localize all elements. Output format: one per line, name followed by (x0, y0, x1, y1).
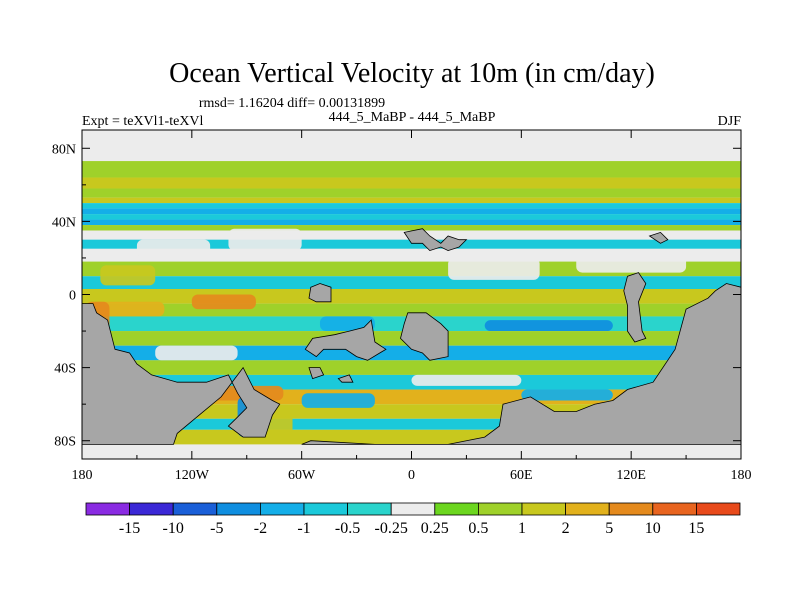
colorbar-label: 0.25 (421, 520, 449, 537)
y-tick-label: 40S (54, 362, 76, 377)
zonal-band (82, 345, 741, 361)
colorbar-label: -1 (297, 520, 310, 537)
land-polygon (308, 367, 325, 380)
season-label: DJF (718, 114, 742, 129)
zonal-band (82, 188, 741, 198)
velocity-feature (100, 265, 156, 286)
experiment-label: Expt = teXVl1-teXVl (82, 114, 204, 129)
land-polygon (308, 283, 332, 303)
colorbar-label: 5 (605, 520, 613, 537)
colorbar-swatch (129, 502, 174, 516)
colorbar-swatch (696, 502, 741, 516)
y-tick-label: 80N (52, 142, 76, 157)
colorbar-label: 0.5 (468, 520, 488, 537)
velocity-feature (228, 228, 302, 251)
zonal-band (82, 239, 741, 249)
zonal-band (82, 177, 741, 189)
colorbar-swatch (216, 502, 261, 516)
colorbar-swatch (434, 502, 479, 516)
velocity-feature (91, 301, 165, 317)
land-polygon (304, 319, 387, 361)
land-polygon (82, 303, 281, 445)
land-polygon (400, 312, 449, 361)
velocity-field (82, 130, 741, 459)
velocity-feature (448, 257, 540, 280)
zonal-band (82, 203, 741, 209)
colorbar-swatch (652, 502, 697, 516)
x-tick-label: 120W (175, 468, 210, 483)
velocity-feature (411, 374, 522, 386)
colorbar-swatch (565, 502, 610, 516)
x-tick-label: 0 (408, 468, 415, 483)
chart-title: Ocean Vertical Velocity at 10m (in cm/da… (169, 58, 655, 89)
velocity-feature (484, 320, 613, 332)
colorbar-label: 10 (645, 520, 661, 537)
contour-plot-area (81, 129, 742, 460)
zonal-band (82, 276, 741, 290)
colorbar-swatch (347, 502, 392, 516)
velocity-feature (319, 316, 375, 332)
zonal-band (82, 208, 741, 215)
zonal-band (82, 197, 741, 204)
colorbar-label: 1 (518, 520, 526, 537)
land-polygon (337, 374, 354, 383)
zonal-band (82, 214, 741, 220)
land-polygon (301, 283, 741, 445)
velocity-feature (136, 239, 211, 258)
x-tick-label: 60E (510, 468, 533, 483)
x-tick-label: 120E (616, 468, 646, 483)
colorbar: -15 -10 -5 -2 -1 -0.5 -0.25 0.25 0.5 1 2 5 10 15 (85, 502, 741, 537)
colorbar-swatch (172, 502, 218, 516)
zonal-band (82, 219, 741, 226)
x-tick-label: 60W (288, 468, 316, 483)
y-axis: 80N 40N 0 40S 80S (52, 142, 741, 450)
x-tick-label: 180 (731, 468, 752, 483)
colorbar-swatch (477, 502, 523, 516)
y-tick-label: 80S (54, 435, 76, 450)
velocity-feature (576, 254, 687, 273)
colorbar-label: -2 (254, 520, 267, 537)
x-tick-label: 180 (72, 468, 93, 483)
zonal-band (82, 248, 741, 262)
colorbar-label: -10 (163, 520, 184, 537)
land-mask (82, 228, 741, 445)
colorbar-swatch (390, 502, 436, 516)
velocity-feature (155, 345, 238, 361)
land-polygon (623, 272, 647, 343)
velocity-feature (521, 389, 613, 401)
velocity-feature (191, 294, 256, 310)
colorbar-swatch (521, 502, 566, 516)
zonal-band (82, 133, 741, 162)
zonal-band (82, 161, 741, 178)
colorbar-label: -15 (119, 520, 140, 537)
zonal-band (82, 225, 741, 231)
stats-line: rmsd= 1.16204 diff= 0.00131899 (199, 96, 385, 111)
land-polygon (648, 231, 669, 244)
y-tick-label: 0 (69, 289, 76, 304)
run-label: 444_5_MaBP - 444_5_MaBP (329, 110, 496, 125)
colorbar-label: 15 (688, 520, 704, 537)
y-tick-label: 40N (52, 215, 76, 230)
zonal-band (82, 360, 741, 375)
colorbar-label: -0.5 (335, 520, 360, 537)
velocity-feature (301, 393, 375, 408)
zonal-band (82, 418, 741, 430)
colorbar-swatch (85, 502, 130, 516)
colorbar-label: -5 (210, 520, 223, 537)
colorbar-swatch (608, 502, 654, 516)
colorbar-swatch (259, 502, 305, 516)
x-axis: 180 120W 60W 0 60E 120E 180 (72, 130, 752, 483)
colorbar-label: -0.25 (375, 520, 408, 537)
land-polygon (403, 228, 468, 252)
colorbar-label: 2 (562, 520, 570, 537)
colorbar-swatch (303, 502, 348, 516)
